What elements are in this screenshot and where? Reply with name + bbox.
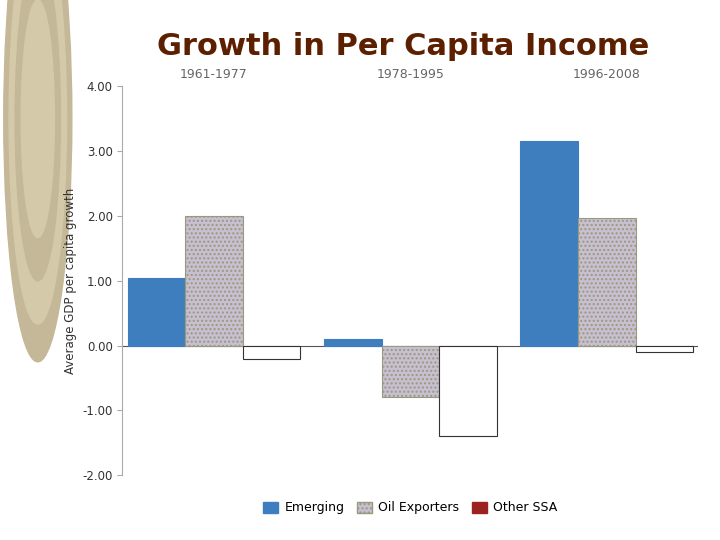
Circle shape xyxy=(15,0,60,281)
Text: 1961-1977: 1961-1977 xyxy=(180,68,248,81)
Text: Growth in Per Capita Income: Growth in Per Capita Income xyxy=(157,32,649,62)
Bar xyxy=(439,346,497,436)
Circle shape xyxy=(9,0,66,324)
Bar xyxy=(382,346,439,397)
Y-axis label: Average GDP per capita growth: Average GDP per capita growth xyxy=(64,188,77,374)
Bar xyxy=(243,346,300,359)
Text: 1996-2008: 1996-2008 xyxy=(573,68,641,81)
Bar xyxy=(185,216,243,346)
Bar xyxy=(127,278,185,346)
Circle shape xyxy=(4,0,72,362)
Circle shape xyxy=(21,0,55,238)
Bar xyxy=(521,141,578,346)
Text: 1978-1995: 1978-1995 xyxy=(377,68,444,81)
Bar xyxy=(578,218,636,346)
Bar xyxy=(324,339,382,346)
Legend: Emerging, Oil Exporters, Other SSA: Emerging, Oil Exporters, Other SSA xyxy=(258,496,562,519)
Bar xyxy=(636,346,693,352)
